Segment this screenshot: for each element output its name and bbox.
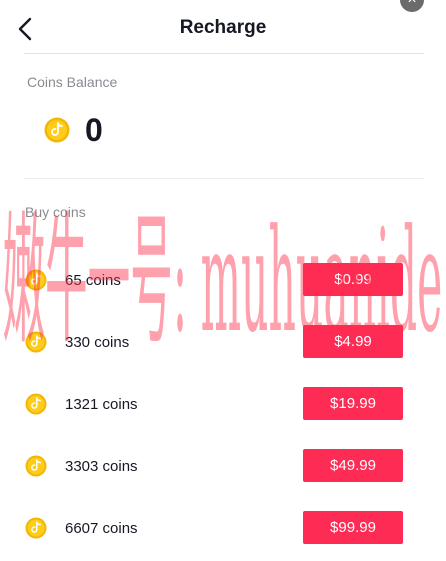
coin-icon xyxy=(25,393,47,415)
coin-amount: 3303 coins xyxy=(65,458,138,475)
coin-icon xyxy=(25,269,47,291)
header: Recharge xyxy=(0,0,446,54)
price-button[interactable]: $99.99 xyxy=(303,511,403,544)
price-button[interactable]: $4.99 xyxy=(303,325,403,358)
close-icon: × xyxy=(407,0,416,8)
coin-icon xyxy=(25,455,47,477)
coin-package-row[interactable]: 330 coins $4.99 xyxy=(0,325,446,359)
coin-amount: 65 coins xyxy=(65,272,121,289)
section-divider xyxy=(24,178,424,179)
balance-label: Coins Balance xyxy=(27,74,118,90)
buy-coins-label: Buy coins xyxy=(25,204,86,220)
price-button[interactable]: $0.99 xyxy=(303,263,403,296)
balance-value: 0 xyxy=(85,112,103,148)
coin-amount: 6607 coins xyxy=(65,520,138,537)
close-button[interactable]: × xyxy=(400,0,424,12)
coin-icon xyxy=(25,331,47,353)
coin-package-row[interactable]: 1321 coins $19.99 xyxy=(0,387,446,421)
page-title: Recharge xyxy=(179,17,267,38)
chevron-left-icon xyxy=(18,17,32,41)
coin-package-row[interactable]: 3303 coins $49.99 xyxy=(0,449,446,483)
coin-package-row[interactable]: 65 coins $0.99 xyxy=(0,263,446,297)
coin-icon xyxy=(44,117,70,143)
coin-amount: 1321 coins xyxy=(65,396,138,413)
coin-package-row[interactable]: 6607 coins $99.99 xyxy=(0,511,446,545)
price-button[interactable]: $19.99 xyxy=(303,387,403,420)
coin-icon xyxy=(25,517,47,539)
header-divider xyxy=(24,53,424,54)
coin-amount: 330 coins xyxy=(65,334,130,351)
price-button[interactable]: $49.99 xyxy=(303,449,403,482)
back-button[interactable] xyxy=(14,16,38,42)
